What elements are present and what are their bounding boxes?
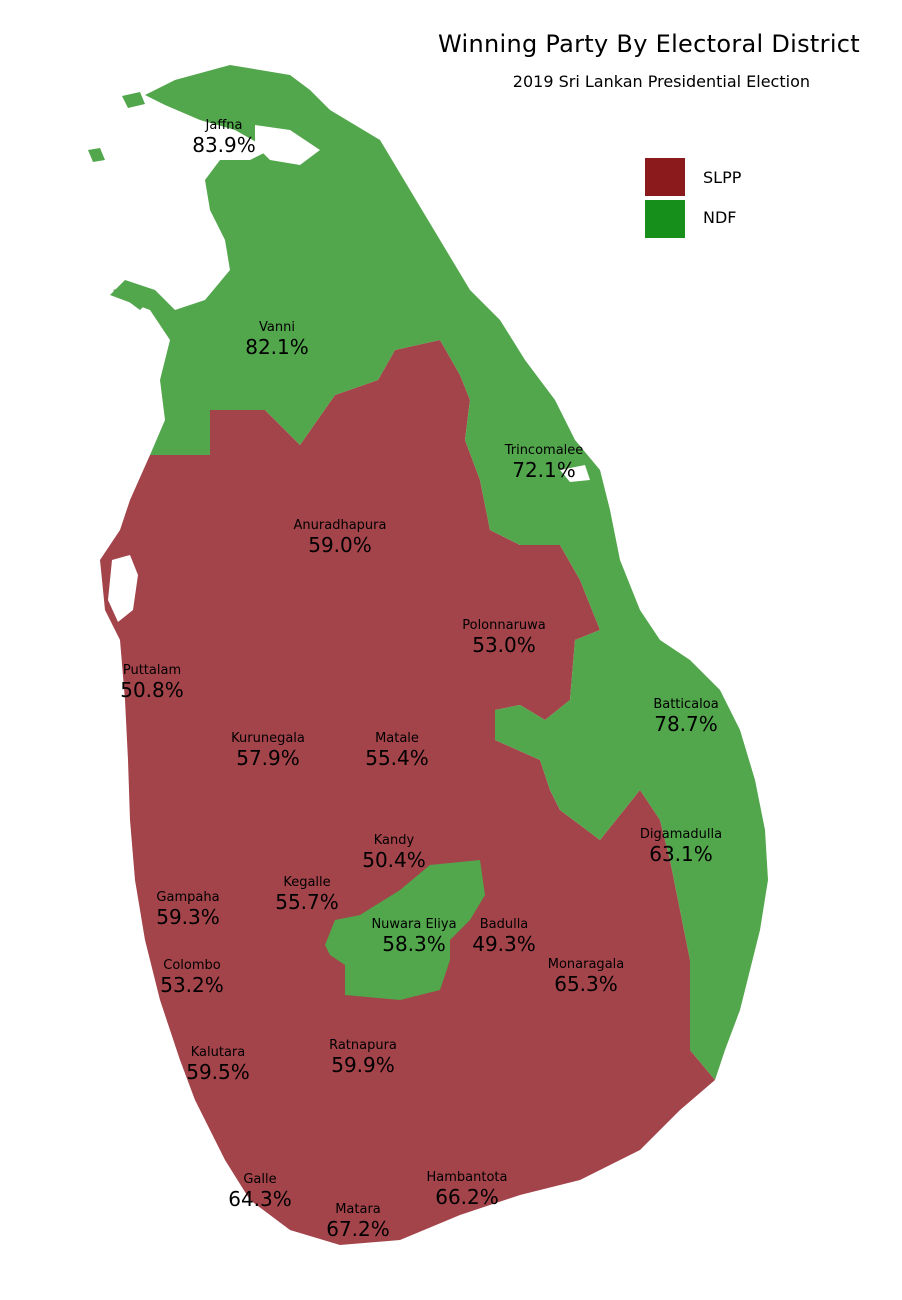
district-name: Nuwara Eliya <box>371 917 457 932</box>
district-percent: 78.7% <box>654 712 718 736</box>
district-label-kurunegala: Kurunegala 57.9% <box>188 731 348 770</box>
district-percent: 59.3% <box>156 905 220 929</box>
district-percent: 50.4% <box>362 848 426 872</box>
district-percent: 58.3% <box>382 932 446 956</box>
district-name: Monaragala <box>547 957 625 972</box>
jaffna-lagoon <box>255 125 320 165</box>
district-name: Colombo <box>163 958 221 973</box>
district-percent: 83.9% <box>192 133 256 157</box>
district-percent: 49.3% <box>472 932 536 956</box>
district-label-batticaloa: Batticaloa 78.7% <box>606 697 766 736</box>
district-name: Vanni <box>259 320 295 335</box>
district-label-kegalle: Kegalle 55.7% <box>227 875 387 914</box>
district-name: Anuradhapura <box>293 518 387 533</box>
district-percent: 59.0% <box>308 533 372 557</box>
nuwara-eliya-region <box>325 860 485 1000</box>
legend-label-slpp: SLPP <box>703 168 742 187</box>
district-label-anuradhapura: Anuradhapura 59.0% <box>260 518 420 557</box>
district-label-kalutara: Kalutara 59.5% <box>138 1045 298 1084</box>
district-percent: 72.1% <box>512 458 576 482</box>
district-label-jaffna: Jaffna 83.9% <box>144 118 304 157</box>
district-label-badulla: Badulla 49.3% <box>424 917 584 956</box>
district-label-galle: Galle 64.3% <box>180 1172 340 1211</box>
puttalam-lagoon <box>108 555 138 622</box>
district-name: Matale <box>375 731 419 746</box>
trincomalee-bay <box>560 465 590 482</box>
district-name: Kandy <box>373 833 415 848</box>
legend-swatch-slpp <box>645 158 685 196</box>
district-label-gampaha: Gampaha 59.3% <box>108 890 268 929</box>
district-percent: 67.2% <box>326 1217 390 1241</box>
district-percent: 55.7% <box>275 890 339 914</box>
district-label-ratnapura: Ratnapura 59.9% <box>283 1038 443 1077</box>
district-label-puttalam: Puttalam 50.8% <box>72 663 232 702</box>
legend-swatch-ndf <box>645 200 685 238</box>
legend-label-ndf: NDF <box>703 208 737 227</box>
district-name: Jaffna <box>205 118 243 133</box>
district-percent: 65.3% <box>554 972 618 996</box>
district-name: Ratnapura <box>329 1038 397 1053</box>
map-subtitle: 2019 Sri Lankan Presidential Election <box>512 72 810 91</box>
western-island <box>113 285 150 310</box>
district-percent: 50.8% <box>120 678 184 702</box>
slpp-region <box>100 340 715 1245</box>
district-percent: 57.9% <box>236 746 300 770</box>
northern-island <box>88 148 105 162</box>
district-name: Kalutara <box>190 1045 246 1060</box>
district-name: Puttalam <box>122 663 182 678</box>
district-label-nuwara-eliya: Nuwara Eliya 58.3% <box>334 917 494 956</box>
ndf-north-region <box>110 65 768 1080</box>
district-name: Badulla <box>479 917 529 932</box>
district-name: Digamadulla <box>639 827 723 842</box>
district-percent: 53.0% <box>472 633 536 657</box>
district-name: Hambantota <box>426 1170 508 1185</box>
district-name: Matara <box>335 1202 381 1217</box>
district-percent: 63.1% <box>649 842 713 866</box>
district-name: Batticaloa <box>653 697 719 712</box>
northern-island <box>122 92 145 108</box>
district-label-colombo: Colombo 53.2% <box>112 958 272 997</box>
district-percent: 55.4% <box>365 746 429 770</box>
district-label-matara: Matara 67.2% <box>278 1202 438 1241</box>
district-name: Polonnaruwa <box>462 618 546 633</box>
district-label-kandy: Kandy 50.4% <box>314 833 474 872</box>
map-title: Winning Party By Electoral District <box>437 30 860 58</box>
district-name: Galle <box>243 1172 277 1187</box>
district-label-polonnaruwa: Polonnaruwa 53.0% <box>424 618 584 657</box>
district-label-digamadulla: Digamadulla 63.1% <box>601 827 761 866</box>
district-percent: 82.1% <box>245 335 309 359</box>
district-label-hambantota: Hambantota 66.2% <box>387 1170 547 1209</box>
district-label-trincomalee: Trincomalee 72.1% <box>464 443 624 482</box>
district-name: Kegalle <box>283 875 331 890</box>
district-name: Gampaha <box>156 890 220 905</box>
district-percent: 59.5% <box>186 1060 250 1084</box>
district-name: Trincomalee <box>504 443 584 458</box>
district-label-vanni: Vanni 82.1% <box>197 320 357 359</box>
district-percent: 64.3% <box>228 1187 292 1211</box>
district-label-matale: Matale 55.4% <box>317 731 477 770</box>
district-percent: 66.2% <box>435 1185 499 1209</box>
district-percent: 53.2% <box>160 973 224 997</box>
district-name: Kurunegala <box>231 731 305 746</box>
district-percent: 59.9% <box>331 1053 395 1077</box>
district-label-monaragala: Monaragala 65.3% <box>506 957 666 996</box>
